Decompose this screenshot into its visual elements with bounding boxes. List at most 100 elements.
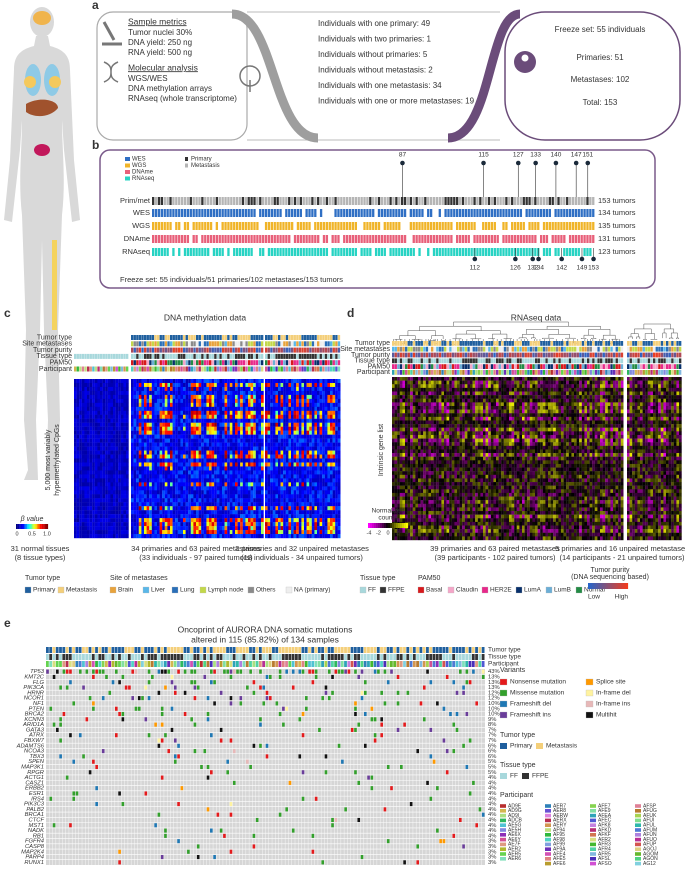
- assay-cell: [461, 209, 465, 217]
- heat-cell: [170, 422, 173, 427]
- track-cell: [301, 335, 304, 340]
- heat-cell: [183, 534, 186, 539]
- assay-cell: [528, 197, 531, 205]
- label: Individuals without primaries: 5: [318, 50, 428, 59]
- track-cell: [314, 360, 317, 366]
- heat-cell: [201, 494, 204, 499]
- heat-cell: [149, 430, 152, 435]
- assay-cell: [508, 197, 511, 205]
- heat-cell: [216, 474, 220, 479]
- heat-cell: [196, 402, 199, 408]
- track-cell: [84, 347, 87, 353]
- heat-cell: [196, 482, 199, 487]
- heat-cell: [206, 438, 210, 443]
- assay-cell: [435, 235, 439, 243]
- heat-cell: [227, 458, 230, 463]
- heat-cell: [167, 478, 171, 483]
- heat-cell: [245, 510, 249, 515]
- assay-cell: [490, 197, 494, 205]
- heat-cell: [206, 446, 210, 451]
- heat-cell: [183, 526, 186, 531]
- heat-cell: [285, 402, 289, 408]
- marker-dot: [559, 256, 565, 262]
- track-cell: [298, 341, 302, 347]
- heat-cell: [242, 510, 246, 515]
- assay-cell: [267, 235, 271, 243]
- heat-cell: [255, 386, 259, 392]
- heat-cell: [301, 430, 305, 435]
- heat-cell: [74, 438, 77, 443]
- assay-cell: [186, 248, 190, 256]
- assay-cell: [221, 248, 224, 256]
- assay-cell: [207, 209, 210, 217]
- heat-cell: [206, 478, 210, 483]
- heat-cell: [245, 379, 249, 384]
- heat-cell: [138, 482, 142, 487]
- heat-cell: [211, 494, 215, 499]
- heat-cell: [242, 426, 246, 431]
- heat-cell: [306, 462, 310, 467]
- heat-cell: [258, 410, 262, 415]
- heat-cell: [211, 406, 215, 411]
- heat-cell: [92, 498, 95, 503]
- heat-cell: [113, 379, 116, 384]
- heat-cell: [293, 438, 297, 443]
- heat-cell: [87, 418, 90, 423]
- heat-cell: [87, 438, 90, 443]
- heat-cell: [261, 518, 264, 523]
- heat-cell: [214, 438, 217, 443]
- heat-cell: [275, 382, 279, 388]
- heat-cell: [92, 526, 95, 531]
- heat-cell: [253, 430, 256, 435]
- heat-cell: [280, 510, 284, 515]
- heat-cell: [172, 430, 176, 435]
- heat-cell: [261, 478, 264, 483]
- heat-cell: [107, 414, 111, 419]
- track-cell: [183, 335, 186, 340]
- heat-cell: [255, 470, 259, 475]
- heat-cell: [154, 430, 158, 435]
- heat-cell: [306, 534, 310, 539]
- heat-cell: [185, 414, 189, 419]
- heat-cell: [159, 438, 163, 443]
- heat-cell: [242, 506, 246, 511]
- heat-cell: [255, 530, 259, 535]
- assay-cell: [525, 235, 528, 243]
- heat-cell: [123, 506, 127, 511]
- track-cell: [335, 341, 338, 347]
- heat-cell: [177, 526, 181, 531]
- label: Freeze set: 55 individuals: [555, 25, 646, 34]
- heat-cell: [172, 530, 176, 535]
- heat-cell: [190, 414, 194, 419]
- heat-cell: [270, 486, 273, 491]
- heat-cell: [291, 514, 294, 519]
- heat-cell: [190, 454, 194, 459]
- heat-cell: [110, 418, 114, 423]
- heat-cell: [219, 522, 223, 527]
- track-cell: [198, 341, 201, 347]
- heat-cell: [304, 458, 307, 463]
- track-cell: [250, 360, 253, 366]
- heat-cell: [92, 458, 95, 463]
- heat-cell: [248, 470, 251, 475]
- heat-cell: [146, 434, 150, 439]
- heat-cell: [120, 402, 124, 408]
- heat-cell: [229, 486, 233, 491]
- heat-cell: [229, 498, 233, 503]
- heat-cell: [118, 426, 121, 431]
- assay-cell: [233, 235, 236, 243]
- heat-cell: [258, 510, 262, 515]
- heat-cell: [270, 386, 273, 392]
- track-cell: [193, 335, 196, 340]
- heat-cell: [242, 438, 246, 443]
- heat-cell: [283, 530, 286, 535]
- heat-cell: [87, 434, 90, 439]
- assay-cell: [363, 197, 366, 205]
- heat-cell: [92, 486, 95, 491]
- heat-cell: [253, 502, 256, 507]
- heat-cell: [167, 426, 171, 431]
- heat-cell: [84, 406, 88, 411]
- track-cell: [275, 360, 278, 366]
- assay-cell: [186, 222, 190, 230]
- heat-cell: [131, 418, 134, 423]
